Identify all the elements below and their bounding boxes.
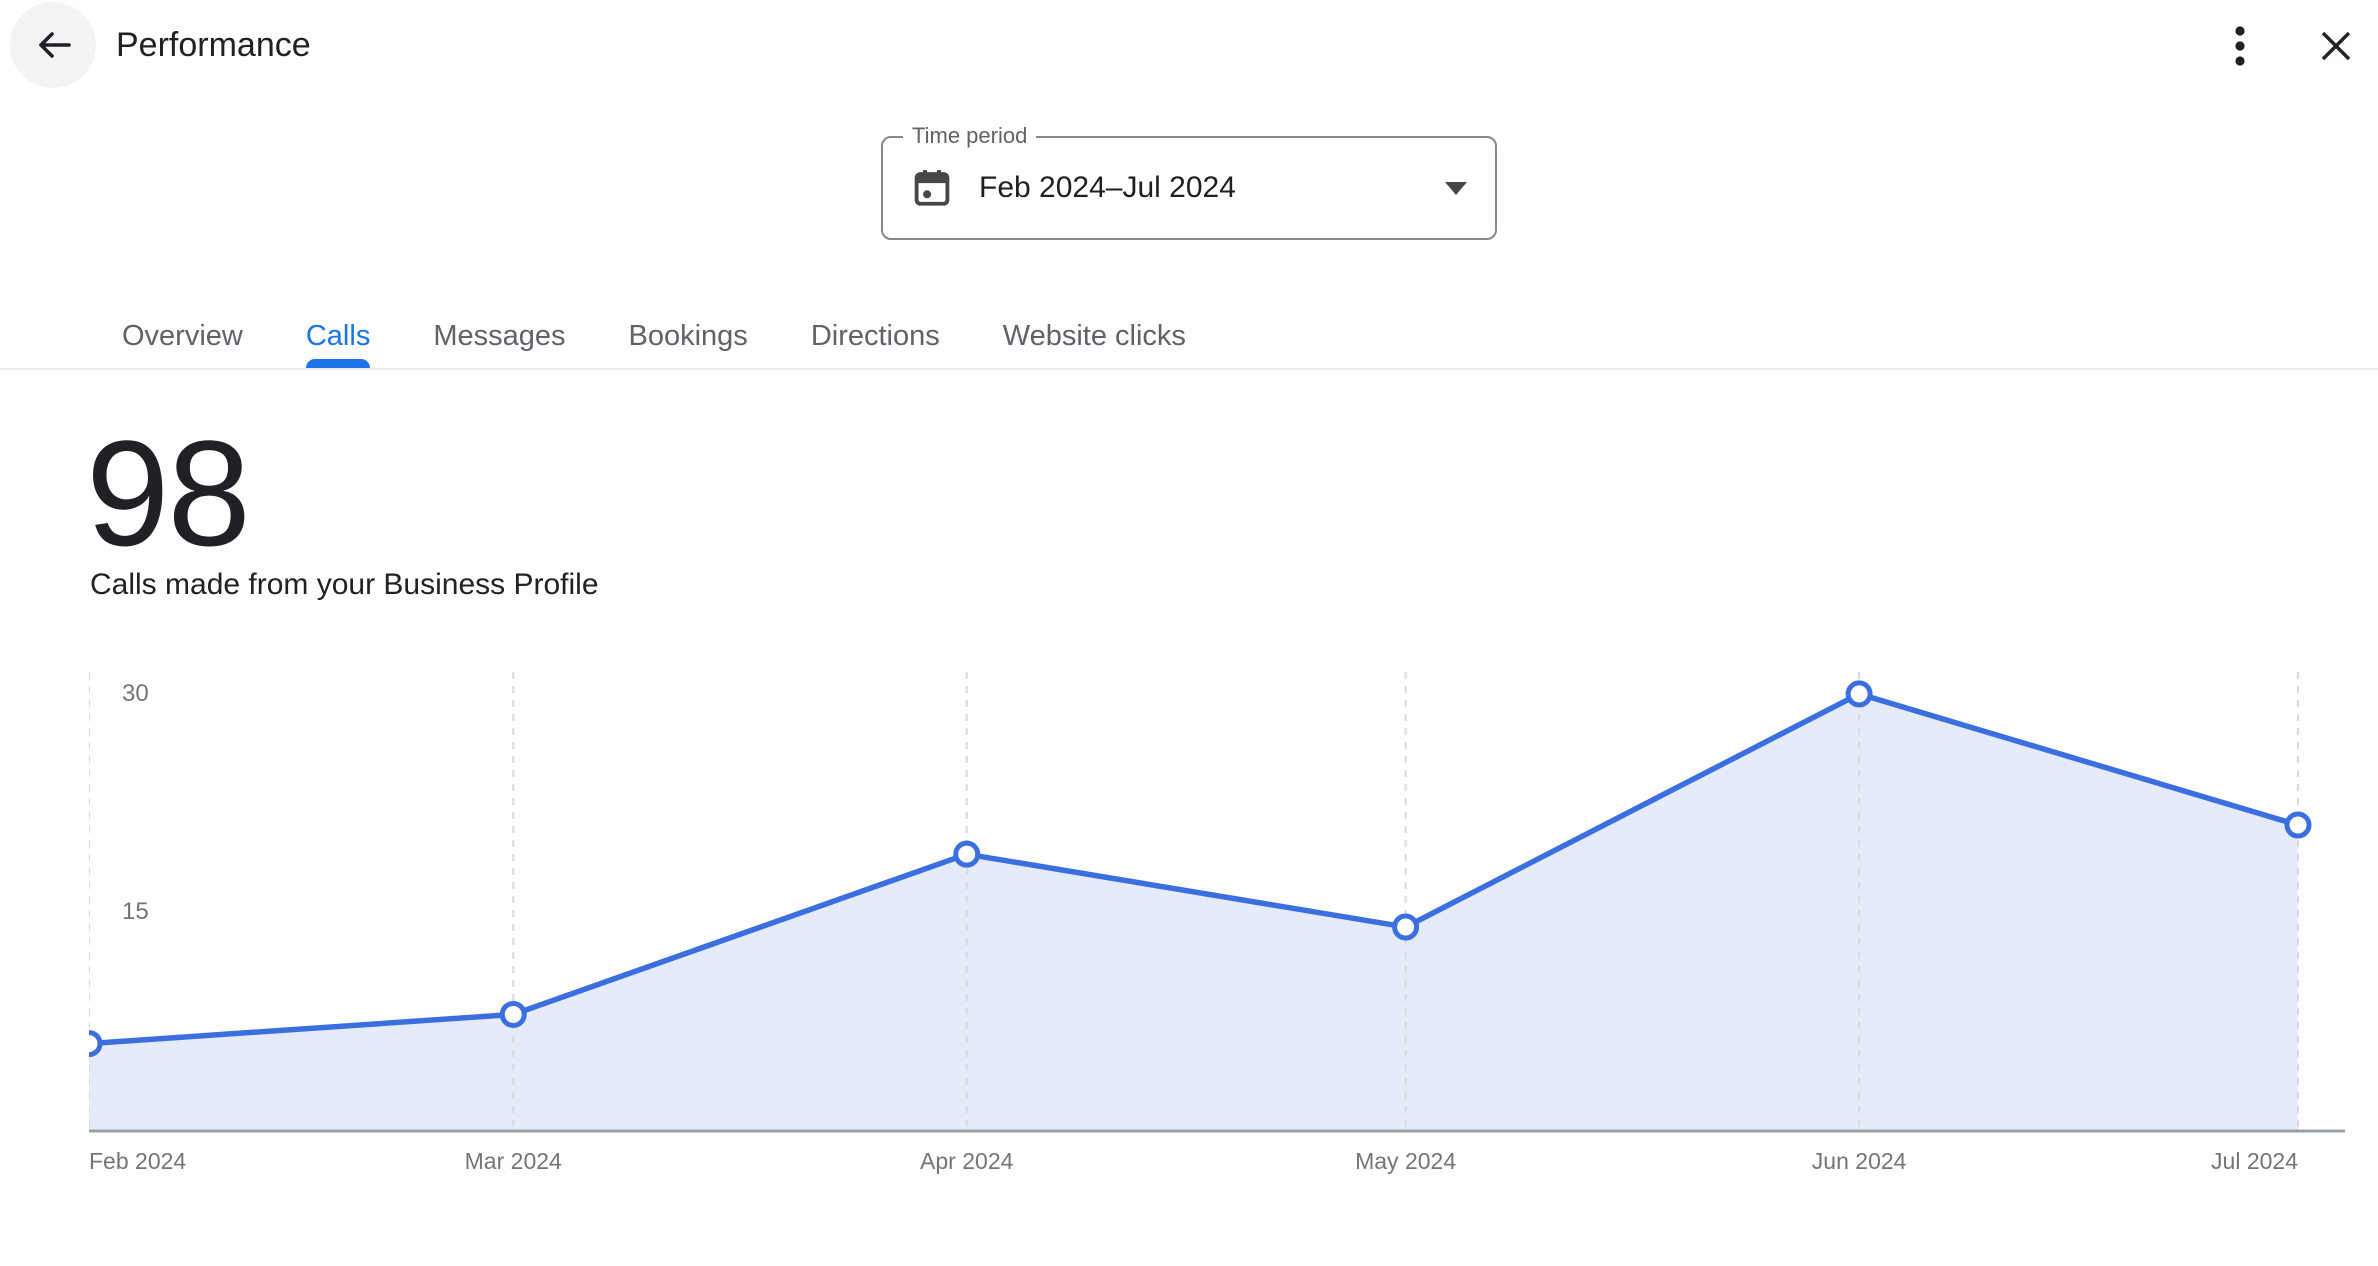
tab-calls[interactable]: Calls	[305, 304, 371, 368]
tab-overview[interactable]: Overview	[122, 304, 243, 368]
chevron-down-icon	[1445, 181, 1467, 195]
x-axis-label: Mar 2024	[464, 1148, 562, 1174]
tab-bookings[interactable]: Bookings	[629, 304, 748, 368]
calls-total-value: 98	[86, 409, 251, 577]
metrics-tab-bar: Overview Calls Messages Bookings Directi…	[0, 304, 2378, 370]
data-point-mar[interactable]	[499, 1000, 527, 1028]
data-point-jul[interactable]	[2284, 811, 2312, 839]
data-point-apr[interactable]	[953, 840, 981, 868]
page-title: Performance	[116, 26, 311, 64]
kebab-menu-icon	[2234, 25, 2246, 67]
x-axis-label: Feb 2024	[89, 1148, 187, 1174]
x-axis-label: May 2024	[1355, 1148, 1457, 1174]
x-axis-label: Jun 2024	[1811, 1148, 1907, 1174]
chart-canvas	[89, 672, 2345, 1133]
close-icon	[2317, 27, 2355, 65]
back-button[interactable]	[10, 2, 96, 88]
time-period-value: Feb 2024–Jul 2024	[979, 171, 1236, 204]
time-period-field-label: Time period	[903, 123, 1037, 149]
x-axis-label: Apr 2024	[920, 1148, 1014, 1174]
area-fill	[89, 693, 2298, 1131]
tab-website-clicks[interactable]: Website clicks	[1003, 304, 1186, 368]
tab-messages[interactable]: Messages	[433, 304, 565, 368]
x-axis-label: Jul 2024	[2211, 1148, 2298, 1174]
y-axis-tick: 15	[122, 898, 149, 926]
data-point-may[interactable]	[1392, 913, 1420, 941]
close-button[interactable]	[2312, 22, 2360, 70]
y-axis-tick: 30	[122, 679, 149, 707]
calls-total-description: Calls made from your Business Profile	[90, 568, 599, 601]
arrow-left-icon	[32, 24, 74, 66]
calls-trend-line	[89, 691, 2299, 1047]
calendar-icon	[911, 167, 953, 209]
calls-line-chart: 30 15 Feb 2024 Mar 2024 Apr 2024 May 2024 Jun …	[89, 672, 2345, 1232]
time-period-select[interactable]: Time period Feb 2024–Jul 2024	[881, 123, 1497, 240]
data-point-feb[interactable]	[89, 1030, 103, 1058]
more-options-button[interactable]	[2224, 18, 2256, 74]
data-point-jun[interactable]	[1845, 680, 1873, 708]
tab-directions[interactable]: Directions	[811, 304, 940, 368]
